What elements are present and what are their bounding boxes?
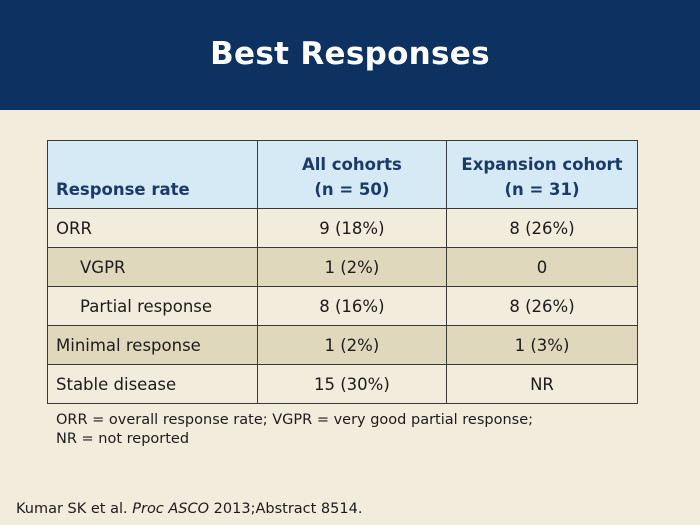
header-all-cohorts-line2: (n = 50) (314, 180, 390, 199)
header-expansion-cohort: Expansion cohort (n = 31) (446, 140, 638, 209)
table-footnote: ORR = overall response rate; VGPR = very… (56, 411, 533, 449)
title-band (0, 0, 700, 110)
row-label-stable-disease: Stable disease (47, 364, 258, 404)
citation-authors: Kumar SK et al. (16, 501, 128, 517)
row-value-expansion: 8 (26%) (446, 286, 638, 326)
table-row: VGPR 1 (2%) 0 (47, 247, 638, 287)
row-value-all: 15 (30%) (256, 364, 448, 404)
row-label-minimal-response: Minimal response (47, 325, 258, 365)
row-label-vgpr: VGPR (47, 247, 258, 287)
row-value-expansion: 8 (26%) (446, 208, 638, 248)
table-row: Partial response 8 (16%) 8 (26%) (47, 286, 638, 326)
header-all-cohorts-line1: All cohorts (301, 155, 402, 174)
footnote-line-2: NR = not reported (56, 431, 190, 447)
row-value-expansion: NR (446, 364, 638, 404)
table-row: Stable disease 15 (30%) NR (47, 364, 638, 404)
row-value-all: 8 (16%) (256, 286, 448, 326)
row-label-partial-response: Partial response (47, 286, 258, 326)
best-responses-table: Response rate All cohorts (n = 50) Expan… (47, 140, 638, 404)
row-value-expansion: 1 (3%) (446, 325, 638, 365)
footnote-line-1: ORR = overall response rate; VGPR = very… (56, 412, 534, 428)
row-value-all: 1 (2%) (256, 247, 448, 287)
header-all-cohorts: All cohorts (n = 50) (256, 140, 448, 209)
row-value-all: 1 (2%) (256, 325, 448, 365)
citation-journal: Proc ASCO (132, 501, 210, 517)
citation-details: 2013;Abstract 8514. (213, 501, 363, 517)
citation: Kumar SK et al. Proc ASCO 2013;Abstract … (16, 501, 362, 517)
row-value-expansion: 0 (446, 247, 638, 287)
header-response-rate: Response rate (47, 140, 258, 209)
header-response-rate-label: Response rate (56, 180, 190, 199)
table-row: ORR 9 (18%) 8 (26%) (47, 208, 638, 248)
row-value-all: 9 (18%) (256, 208, 448, 248)
row-label-orr: ORR (47, 208, 258, 248)
header-expansion-cohort-line2: (n = 31) (504, 180, 580, 199)
header-expansion-cohort-line1: Expansion cohort (461, 155, 623, 174)
slide-title: Best Responses (210, 36, 490, 72)
table-row: Minimal response 1 (2%) 1 (3%) (47, 325, 638, 365)
table-header-row: Response rate All cohorts (n = 50) Expan… (47, 140, 638, 209)
